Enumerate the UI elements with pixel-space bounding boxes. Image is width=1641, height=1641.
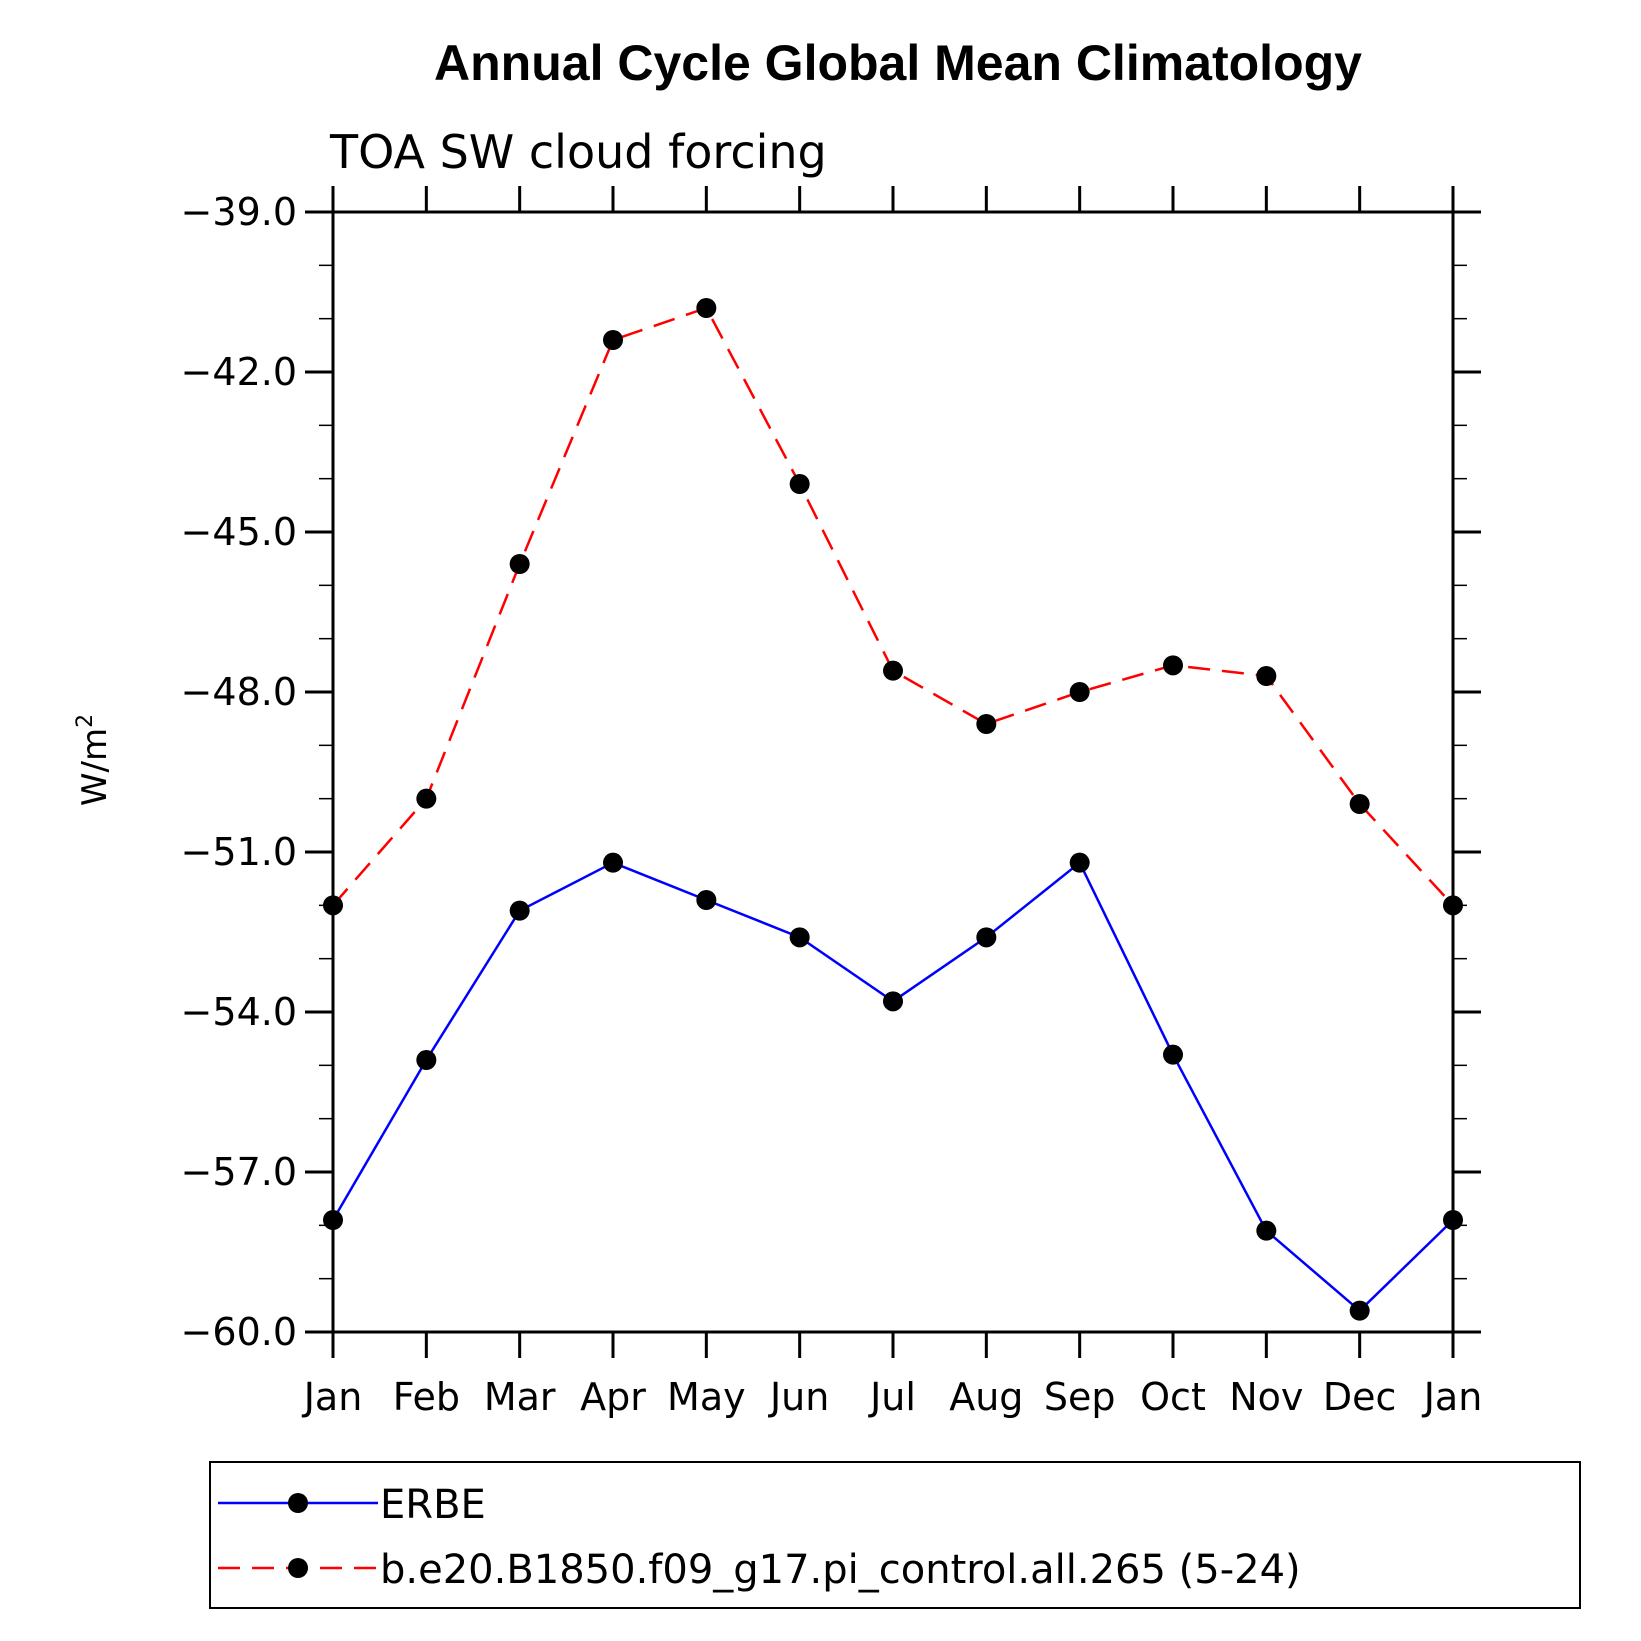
x-tick-label: Jun <box>768 1375 829 1419</box>
y-tick-label: −60.0 <box>181 1310 297 1354</box>
series-line-1 <box>332 306 1454 907</box>
plot-frame <box>331 210 1455 1334</box>
data-point-series-1 <box>1443 895 1463 916</box>
data-point-series-0 <box>883 991 903 1012</box>
data-point-series-1 <box>696 298 717 318</box>
legend-marker-erbe <box>288 1493 308 1513</box>
y-axis-label: W/m2 <box>73 714 115 806</box>
x-tick-label: Nov <box>1229 1375 1303 1419</box>
y-tick-label: −57.0 <box>181 1150 297 1194</box>
y-tick-label: −39.0 <box>181 190 297 234</box>
x-tick-label: May <box>667 1375 746 1419</box>
data-point-series-0 <box>976 927 997 948</box>
x-tick-label: Aug <box>949 1375 1023 1419</box>
y-tick-label: −51.0 <box>181 830 297 874</box>
x-tick-label: Sep <box>1044 1375 1116 1419</box>
data-point-series-0 <box>603 852 623 873</box>
data-point-series-1 <box>603 330 623 350</box>
y-tick-labels: −39.0 −42.0 −45.0 −48.0 −51.0 −54.0 −57.0 −60.0 <box>181 190 297 1354</box>
data-point-series-0 <box>323 1210 343 1230</box>
data-point-series-1 <box>1349 794 1370 814</box>
x-tick-label: Dec <box>1323 1375 1397 1419</box>
data-point-series-1 <box>323 895 343 916</box>
x-tick-label: Jan <box>1422 1375 1483 1419</box>
data-point-series-1 <box>509 554 530 574</box>
y-tick-label: −42.0 <box>181 350 297 394</box>
data-point-series-1 <box>1069 682 1090 702</box>
y-axis-label-superscript: 2 <box>73 714 98 728</box>
y-axis-label-text: W/m <box>75 728 115 806</box>
x-tick-label: Oct <box>1140 1375 1206 1419</box>
data-point-series-1 <box>416 788 437 809</box>
chart-title: Annual Cycle Global Mean Climatology <box>434 35 1362 91</box>
series-lines <box>331 306 1454 1313</box>
x-tick-labels: Jan Feb Mar Apr May Jun Jul Aug Sep Oct Nov Dec Jan <box>302 1375 1483 1419</box>
data-point-series-1 <box>1256 666 1277 686</box>
data-point-series-0 <box>789 927 810 948</box>
x-tick-label: Jan <box>302 1375 363 1419</box>
x-tick-label: Feb <box>393 1375 460 1419</box>
legend: ERBE b.e20.B1850.f09_g17.pi_control.all.… <box>209 1461 1581 1609</box>
x-tick-label: Mar <box>484 1375 556 1419</box>
data-point-series-0 <box>1256 1220 1277 1241</box>
data-point-series-0 <box>509 900 530 921</box>
series-points <box>323 298 1463 1321</box>
data-point-series-1 <box>883 660 903 681</box>
series-line-0 <box>331 860 1454 1313</box>
y-tick-label: −54.0 <box>181 990 297 1034</box>
data-point-series-0 <box>1349 1300 1370 1321</box>
data-point-series-0 <box>696 890 717 910</box>
data-point-series-1 <box>789 474 810 494</box>
legend-label-erbe: ERBE <box>380 1482 486 1528</box>
data-point-series-1 <box>976 714 997 734</box>
legend-marker-model <box>288 1558 308 1578</box>
x-tick-label: Jul <box>868 1375 916 1419</box>
y-tick-label: −48.0 <box>181 670 297 714</box>
legend-label-model: b.e20.B1850.f09_g17.pi_control.all.265 (… <box>380 1547 1301 1593</box>
x-tick-label: Apr <box>580 1375 646 1419</box>
data-point-series-0 <box>1069 852 1090 873</box>
legend-box <box>209 1461 1581 1609</box>
data-point-series-0 <box>416 1050 437 1070</box>
axis-ticks <box>305 186 1481 1358</box>
y-tick-label: −45.0 <box>181 510 297 554</box>
svg-text:W/m2: W/m2 <box>73 714 115 806</box>
data-point-series-0 <box>1443 1210 1463 1230</box>
data-point-series-1 <box>1163 655 1183 676</box>
chart-subtitle: TOA SW cloud forcing <box>329 125 827 179</box>
data-point-series-0 <box>1163 1044 1183 1065</box>
